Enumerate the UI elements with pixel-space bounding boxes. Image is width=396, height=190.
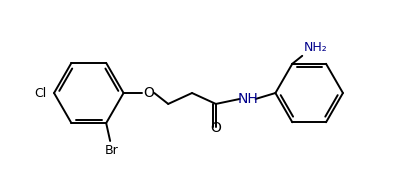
Text: NH: NH bbox=[237, 92, 258, 106]
Text: O: O bbox=[143, 86, 154, 100]
Text: Cl: Cl bbox=[34, 86, 46, 100]
Text: NH₂: NH₂ bbox=[304, 41, 328, 54]
Text: O: O bbox=[210, 121, 221, 135]
Text: Br: Br bbox=[104, 144, 118, 157]
